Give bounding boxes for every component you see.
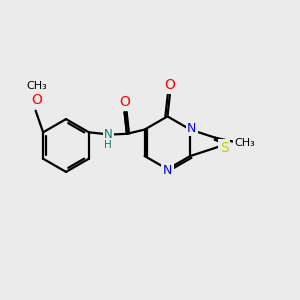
Text: H: H bbox=[104, 140, 112, 150]
Text: O: O bbox=[32, 93, 43, 107]
Text: S: S bbox=[220, 141, 229, 155]
Text: N: N bbox=[187, 122, 196, 135]
Text: CH₃: CH₃ bbox=[27, 81, 47, 91]
Text: O: O bbox=[119, 95, 130, 109]
Text: N: N bbox=[104, 128, 113, 141]
Text: O: O bbox=[164, 78, 175, 92]
Text: N: N bbox=[163, 164, 172, 177]
Text: CH₃: CH₃ bbox=[234, 138, 255, 148]
